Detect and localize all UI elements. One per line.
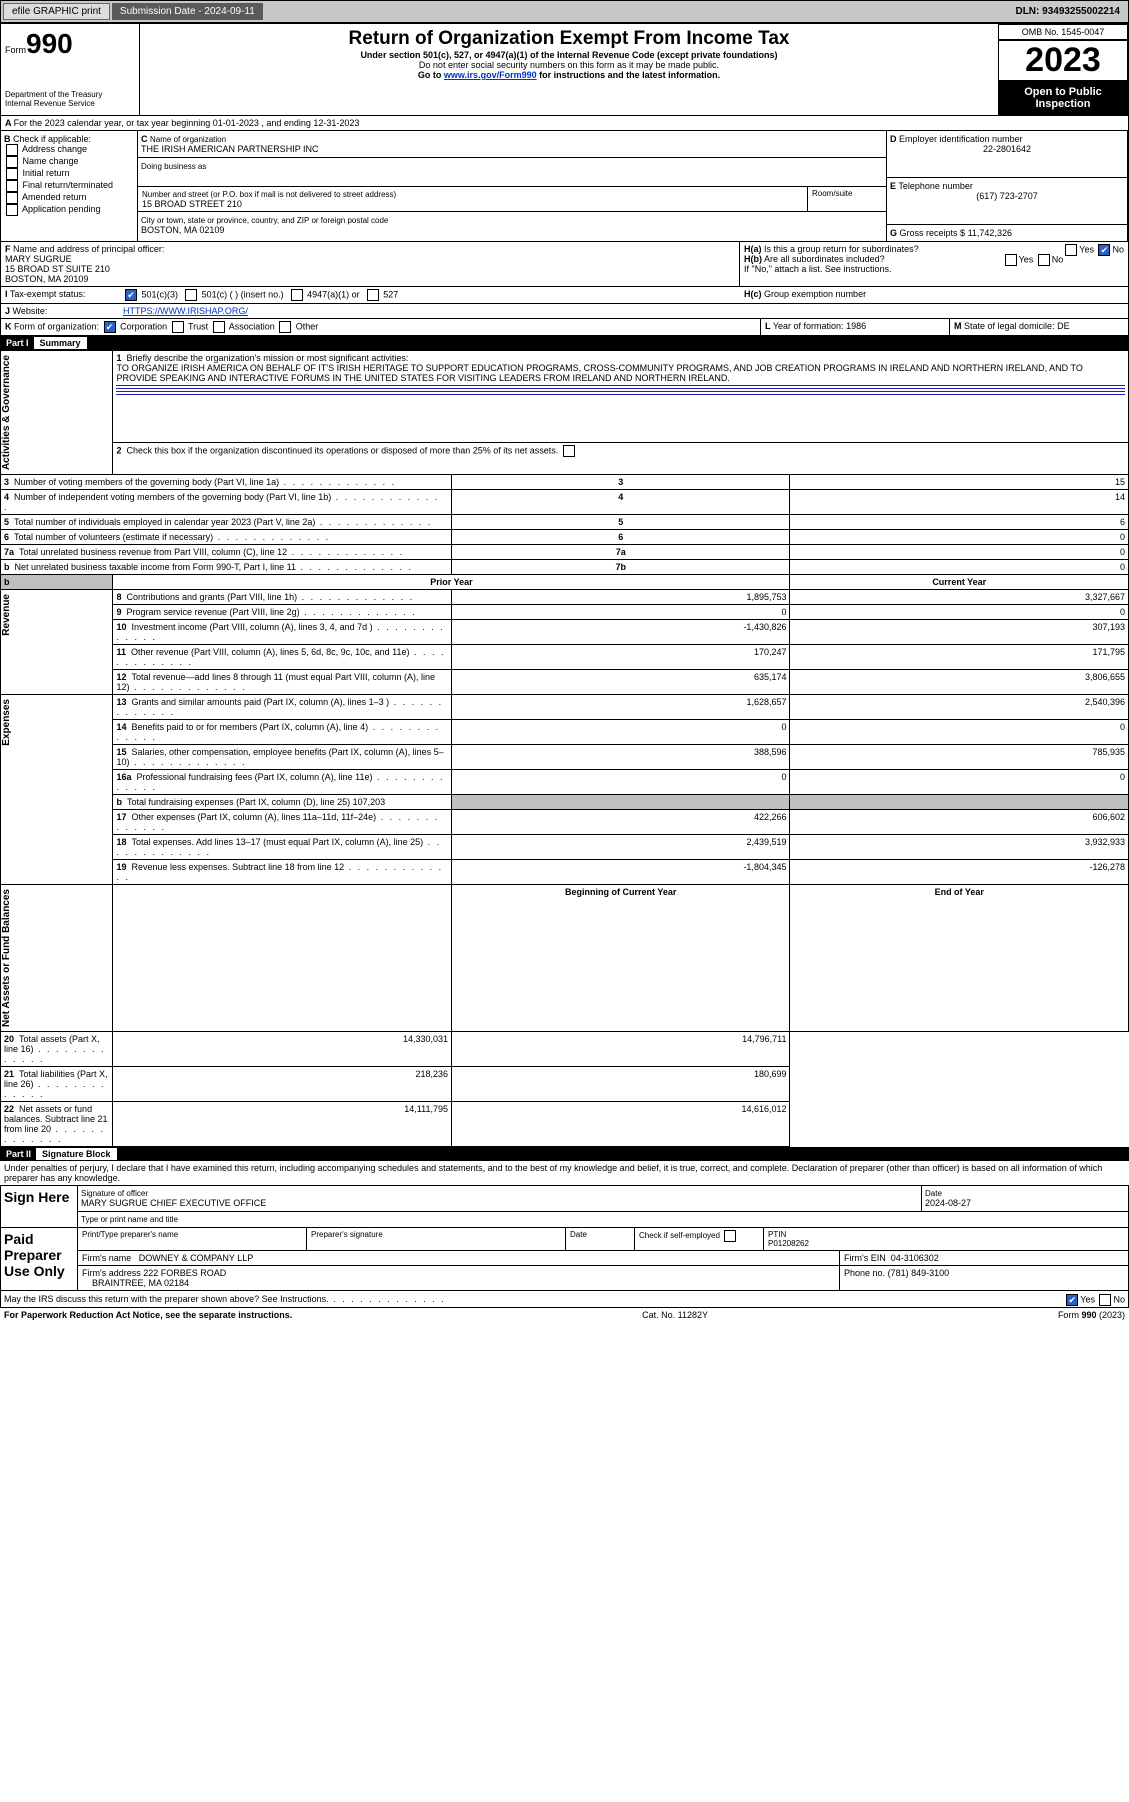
- section-i: I Tax-exempt status: 501(c)(3) 501(c) ( …: [0, 287, 1129, 304]
- efile-btn[interactable]: efile GRAPHIC print: [3, 3, 110, 20]
- firm: DOWNEY & COMPANY LLP: [139, 1253, 254, 1263]
- subtitle3: Go to www.irs.gov/Form990 for instructio…: [144, 70, 994, 80]
- 501c3-check[interactable]: [125, 289, 137, 301]
- na-label: Net Assets or Fund Balances: [1, 885, 12, 1031]
- section-klm: K Form of organization: Corporation Trus…: [0, 319, 1129, 336]
- section-c: C Name of organizationTHE IRISH AMERICAN…: [138, 131, 887, 241]
- year-formation: 1986: [846, 321, 866, 331]
- officer-name: MARY SUGRUE: [5, 254, 72, 264]
- firm-phone: (781) 849-3100: [888, 1268, 950, 1278]
- section-j: J Website: HTTPS://WWW.IRISHAP.ORG/: [0, 304, 1129, 319]
- section-b: B Check if applicable: Address change Na…: [1, 131, 138, 241]
- discuss-yes[interactable]: [1066, 1294, 1078, 1306]
- self-employed-check[interactable]: [724, 1230, 736, 1242]
- form-number: 990: [26, 28, 73, 59]
- gross-receipts: 11,742,326: [968, 228, 1012, 238]
- street: 15 BROAD STREET 210: [142, 199, 242, 209]
- signature-table: Sign Here Signature of officerMARY SUGRU…: [0, 1185, 1129, 1291]
- irs-link[interactable]: www.irs.gov/Form990: [444, 70, 537, 80]
- mission: TO ORGANIZE IRISH AMERICA ON BEHALF OF I…: [116, 363, 1082, 383]
- website-link[interactable]: HTTPS://WWW.IRISHAP.ORG/: [123, 306, 248, 316]
- form-header: Form990 Department of the Treasury Inter…: [0, 23, 1129, 116]
- discontinued-check[interactable]: [563, 445, 575, 457]
- phone: (617) 723-2707: [890, 191, 1124, 201]
- part1-table: Activities & Governance 1 Briefly descri…: [0, 350, 1129, 1147]
- top-bar: efile GRAPHIC print Submission Date - 20…: [0, 0, 1129, 23]
- submission-date: Submission Date - 2024-09-11: [112, 3, 263, 20]
- part1-header: Part I Summary: [0, 336, 1129, 350]
- tax-year: 2023: [998, 40, 1128, 81]
- firm-addr: 222 FORBES ROAD: [143, 1268, 226, 1278]
- section-fh: F Name and address of principal officer:…: [0, 242, 1129, 287]
- part2-header: Part II Signature Block: [0, 1147, 1129, 1161]
- ein: 22-2801642: [890, 144, 1124, 154]
- section-deg: D Employer identification number22-28016…: [887, 131, 1128, 241]
- sign-date: 2024-08-27: [925, 1198, 971, 1208]
- firm-ein: 04-3106302: [891, 1253, 939, 1263]
- dln: DLN: 93493255002214: [1007, 4, 1128, 19]
- gov-label: Activities & Governance: [1, 351, 12, 474]
- org-name: THE IRISH AMERICAN PARTNERSHIP INC: [141, 144, 319, 154]
- subtitle1: Under section 501(c), 527, or 4947(a)(1)…: [144, 50, 994, 60]
- domicile: DE: [1057, 321, 1070, 331]
- return-title: Return of Organization Exempt From Incom…: [144, 28, 994, 50]
- officer-sig: MARY SUGRUE CHIEF EXECUTIVE OFFICE: [81, 1198, 266, 1208]
- line-a: A For the 2023 calendar year, or tax yea…: [0, 116, 1129, 131]
- open-public: Open to Public Inspection: [998, 81, 1128, 115]
- irs: Internal Revenue Service: [5, 99, 135, 108]
- omb: OMB No. 1545-0047: [998, 24, 1128, 40]
- dept: Department of the Treasury: [5, 90, 135, 99]
- perjury: Under penalties of perjury, I declare th…: [0, 1161, 1129, 1185]
- form-label: Form: [5, 45, 26, 55]
- subtitle2: Do not enter social security numbers on …: [144, 60, 994, 70]
- room-suite: Room/suite: [808, 187, 886, 211]
- ptin: P01208262: [768, 1239, 809, 1248]
- footer: For Paperwork Reduction Act Notice, see …: [0, 1308, 1129, 1322]
- section-bcdefg: B Check if applicable: Address change Na…: [0, 131, 1129, 242]
- city: BOSTON, MA 02109: [141, 225, 224, 235]
- may-discuss: May the IRS discuss this return with the…: [0, 1291, 1129, 1308]
